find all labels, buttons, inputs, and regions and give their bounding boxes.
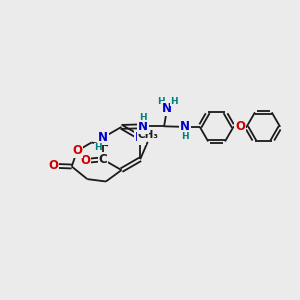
Text: H: H: [157, 97, 165, 106]
Text: CH₃: CH₃: [137, 130, 158, 140]
Text: N: N: [135, 131, 145, 144]
Text: O: O: [72, 144, 82, 157]
Text: H: H: [181, 132, 189, 141]
Text: C: C: [98, 153, 107, 166]
Text: N: N: [180, 120, 190, 134]
Text: O: O: [81, 154, 91, 167]
Text: N: N: [98, 131, 108, 144]
Text: N: N: [138, 120, 148, 133]
Text: H: H: [139, 113, 147, 122]
Text: O: O: [48, 159, 58, 172]
Text: O: O: [235, 120, 245, 134]
Text: H: H: [170, 97, 178, 106]
Text: H: H: [94, 143, 102, 152]
Text: N: N: [162, 102, 172, 115]
